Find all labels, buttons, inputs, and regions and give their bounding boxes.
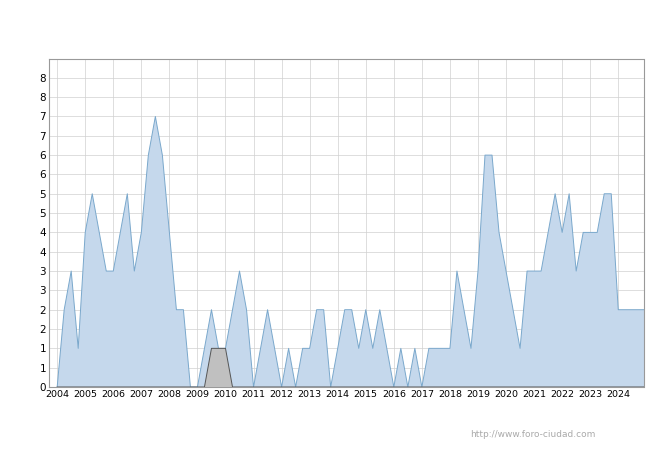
Text: http://www.foro-ciudad.com: http://www.foro-ciudad.com bbox=[471, 430, 595, 439]
Text: Samper de Calanda - Evolucion del Nº de Transacciones Inmobiliarias: Samper de Calanda - Evolucion del Nº de … bbox=[66, 14, 584, 27]
